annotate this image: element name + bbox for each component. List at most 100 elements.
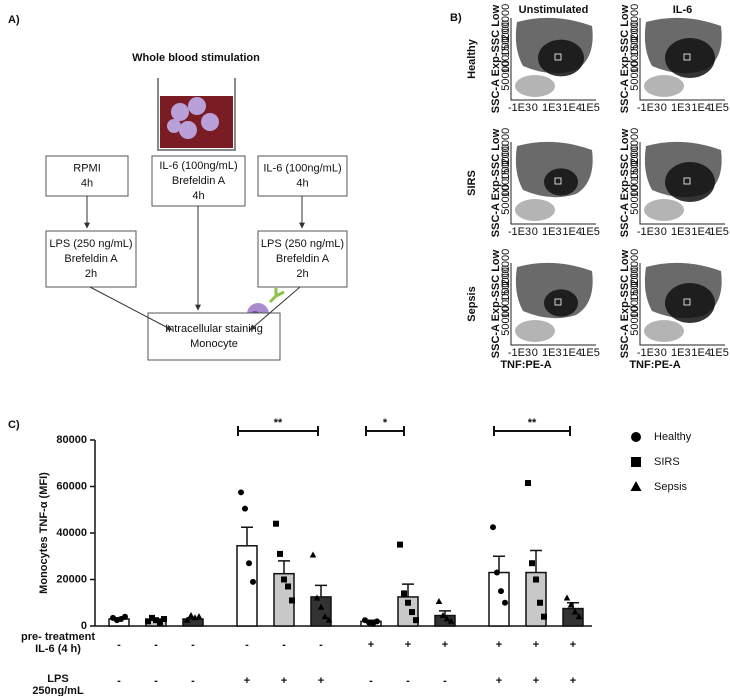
treatment-sign: - <box>117 675 121 687</box>
treatment-sign: - <box>369 675 373 687</box>
treatment-sign: - <box>191 639 195 651</box>
data-point <box>161 616 167 623</box>
panel-label: C) <box>8 419 20 431</box>
axes <box>510 263 596 346</box>
x-tick-label: -1E3 <box>508 347 531 359</box>
treatment-sign: - <box>191 675 195 687</box>
cell-population <box>515 320 555 342</box>
data-point <box>563 594 571 601</box>
box-text: Brefeldin A <box>64 253 118 265</box>
treatment-sign: - <box>282 639 286 651</box>
data-point <box>537 599 543 606</box>
x-tick-label: -1E3 <box>637 226 660 238</box>
error-bar <box>315 584 327 597</box>
cell-population <box>644 75 684 97</box>
error-bar <box>241 526 253 546</box>
data-point <box>494 569 500 576</box>
arrow <box>89 286 173 331</box>
x-tick-label: 1E5 <box>580 102 600 114</box>
axes <box>639 263 725 346</box>
data-point <box>246 560 252 567</box>
y-tick-label: 150000 <box>500 144 512 181</box>
data-point <box>313 594 321 601</box>
x-tick-label: 1E3 <box>671 347 691 359</box>
diagram-title: Whole blood stimulation <box>132 52 260 64</box>
x-tick-label: 0 <box>661 347 667 359</box>
beaker <box>157 78 236 151</box>
box-text: IL-6 (100ng/mL) <box>159 160 237 172</box>
data-point <box>575 613 583 620</box>
process-box <box>147 312 281 361</box>
legend-label: SIRS <box>654 456 680 468</box>
y-tick-label: 200000 <box>500 4 512 41</box>
x-tick-label: 0 <box>661 226 667 238</box>
data-point <box>321 613 329 620</box>
significance-label: * <box>383 417 388 429</box>
x-tick-label: 1E5 <box>709 347 729 359</box>
treatment-sign: + <box>405 639 411 651</box>
y-axis-label: SSC-A Exp-SSC Low <box>619 249 631 358</box>
y-tick-label: 200000 <box>629 128 641 165</box>
data-point <box>309 551 317 558</box>
y-tick-label: 50000 <box>629 184 641 215</box>
data-point <box>443 615 451 622</box>
data-point <box>289 597 295 604</box>
treatment-sign: + <box>368 639 374 651</box>
data-point <box>435 597 443 604</box>
data-point <box>405 599 411 606</box>
data-point <box>273 520 279 527</box>
significance-bracket <box>493 426 571 436</box>
y-tick-label: 50000 <box>500 184 512 215</box>
column-header: IL-6 <box>673 4 693 16</box>
treatment-sign: - <box>117 639 121 651</box>
y-axis-label: SSC-A Exp-SSC Low <box>490 128 502 237</box>
data-point <box>374 618 380 625</box>
data-point <box>525 480 531 487</box>
x-tick-label: 1E5 <box>709 226 729 238</box>
treatment-sign: + <box>442 639 448 651</box>
axes <box>510 142 596 225</box>
x-tick-label: 1E5 <box>709 102 729 114</box>
cell-population <box>515 75 555 97</box>
legend-label: Healthy <box>654 431 692 443</box>
y-tick-label: 100000 <box>500 282 512 319</box>
error-bar <box>278 560 290 574</box>
treatment-sign: + <box>570 639 576 651</box>
data-point <box>187 611 195 618</box>
treatment-sign: - <box>319 639 323 651</box>
significance-bracket <box>365 426 405 436</box>
x-tick-label: 1E4 <box>691 102 711 114</box>
data-point <box>498 588 504 595</box>
y-tick-label: 100000 <box>629 161 641 198</box>
y-axis-label: SSC-A Exp-SSC Low <box>619 4 631 113</box>
data-point <box>409 609 415 616</box>
box-text: 4h <box>81 177 93 189</box>
y-tick-label: 20000 <box>56 573 87 585</box>
data-point <box>447 617 455 624</box>
row-label: Sepsis <box>466 286 478 321</box>
x-tick-label: 0 <box>532 347 538 359</box>
box-text: 2h <box>85 268 97 280</box>
treatment-label: LPS <box>47 673 68 685</box>
treatment-sign: + <box>496 675 502 687</box>
x-tick-label: 1E4 <box>691 347 711 359</box>
process-box <box>45 230 137 288</box>
box-text: IL-6 (100ng/mL) <box>263 162 341 174</box>
box-text: LPS (250 ng/mL) <box>49 238 132 250</box>
treatment-sign: - <box>245 639 249 651</box>
gate <box>554 298 562 306</box>
x-tick-label: 1E3 <box>542 102 562 114</box>
treatment-sign: - <box>154 639 158 651</box>
box-text: RPMI <box>73 162 101 174</box>
box-text: 4h <box>192 190 204 202</box>
y-tick-label: 0 <box>81 620 87 632</box>
data-point <box>157 619 163 626</box>
x-tick-label: -1E3 <box>637 102 660 114</box>
x-tick-label: 1E3 <box>542 226 562 238</box>
box-text: Brefeldin A <box>276 253 330 265</box>
